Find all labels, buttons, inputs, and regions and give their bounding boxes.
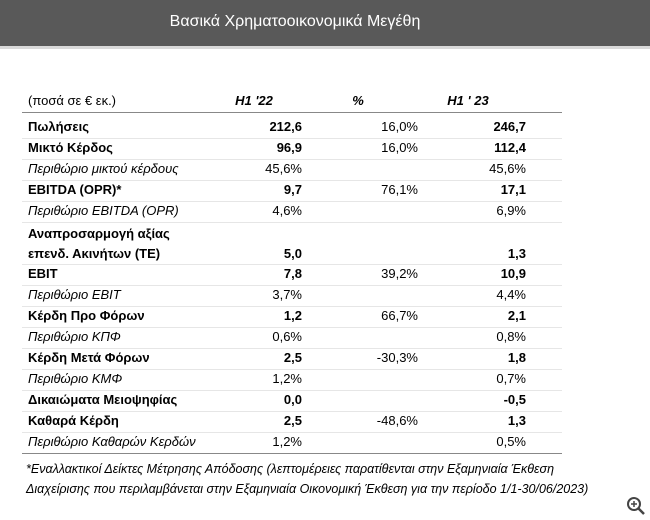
cell: 96,9 (276, 140, 302, 155)
row-rule (22, 369, 562, 370)
row-rule (22, 222, 562, 223)
cell: 0,5% (496, 434, 526, 449)
row-label: Περιθώριο Καθαρών Κερδών (28, 434, 196, 449)
cell: 1,2 (283, 308, 302, 323)
cell: 112,4 (494, 140, 526, 155)
cell: 4,6% (272, 203, 302, 218)
row-rule (22, 138, 562, 139)
cell: 6,9% (496, 203, 526, 218)
cell: 1,2% (272, 371, 302, 386)
cell: 2,5 (283, 350, 302, 365)
row-rule (22, 411, 562, 412)
column-header: H1 '22 (235, 93, 273, 108)
row-label: Δικαιώματα Μειοψηφίας (28, 392, 178, 407)
cell: 246,7 (493, 119, 526, 134)
cell: 0,7% (496, 371, 526, 386)
cell: 17,1 (500, 182, 526, 197)
cell: -30,3% (376, 350, 418, 365)
cell: 212,6 (269, 119, 302, 134)
row-label: Περιθώριο EBIT (28, 287, 121, 302)
row-label: Αναπροσαρμογή αξίας επενδ. Ακινήτων (ΤΕ) (28, 226, 170, 261)
header-rule (22, 112, 562, 113)
cell: -0,5 (503, 392, 526, 407)
row-rule (22, 285, 562, 286)
title: Βασικά Χρηματοοικονομικά Μεγέθη (169, 13, 421, 30)
row-label: EBITDA (OPR)* (28, 182, 122, 197)
cell: 16,0% (381, 140, 418, 155)
row-rule (22, 453, 562, 454)
row-rule (22, 201, 562, 202)
cell: 66,7% (381, 308, 418, 323)
cell: 16,0% (381, 119, 418, 134)
row-label: Πωλήσεις (28, 119, 89, 134)
cell: 1,8 (507, 350, 526, 365)
cell: 0,6% (272, 329, 302, 344)
row-rule (22, 306, 562, 307)
row-label: EBIT (28, 266, 58, 281)
cell: 1,2% (272, 434, 302, 449)
cell: 45,6% (265, 161, 302, 176)
cell: 9,7 (283, 182, 302, 197)
title-strip (0, 46, 650, 49)
cell: 0,0 (283, 392, 302, 407)
footnote-line: Διαχείρισης που περιλαμβάνεται στην Εξαμ… (26, 482, 589, 496)
row-rule (22, 348, 562, 349)
row-label: Μικτό Κέρδος (28, 140, 113, 155)
cell: 2,1 (507, 308, 526, 323)
cell: 2,5 (283, 413, 302, 428)
cell: 39,2% (381, 266, 418, 281)
row-label: Περιθώριο EBITDA (OPR) (28, 203, 179, 218)
cell: 5,0 (283, 246, 302, 261)
row-label: Καθαρά Κέρδη (28, 413, 119, 428)
cell: 10,9 (500, 266, 526, 281)
cell: -48,6% (376, 413, 418, 428)
row-label: Περιθώριο ΚΜΦ (28, 371, 123, 386)
footnote-line: *Εναλλακτικοί Δείκτες Μέτρησης Απόδοσης … (26, 462, 555, 476)
cell: 45,6% (489, 161, 526, 176)
row-label: Περιθώριο μικτού κέρδους (28, 161, 179, 176)
row-rule (22, 159, 562, 160)
title-bar (0, 0, 650, 46)
row-rule (22, 432, 562, 433)
cell: 0,8% (496, 329, 526, 344)
row-rule (22, 327, 562, 328)
zoom-icon[interactable] (626, 496, 646, 516)
column-header: % (352, 93, 364, 108)
row-label: Κέρδη Προ Φόρων (28, 308, 145, 323)
cell: 7,8 (283, 266, 302, 281)
cell: 1,3 (507, 413, 526, 428)
cell: 1,3 (507, 246, 526, 261)
row-label: Κέρδη Μετά Φόρων (28, 350, 150, 365)
row-rule (22, 180, 562, 181)
row-rule (22, 264, 562, 265)
row-label: Περιθώριο ΚΠΦ (28, 329, 121, 344)
cell: 76,1% (381, 182, 418, 197)
cell: 3,7% (272, 287, 302, 302)
cell: 4,4% (496, 287, 526, 302)
column-header: H1 ' 23 (447, 93, 489, 108)
column-header: (ποσά σε € εκ.) (28, 93, 117, 108)
row-rule (22, 390, 562, 391)
